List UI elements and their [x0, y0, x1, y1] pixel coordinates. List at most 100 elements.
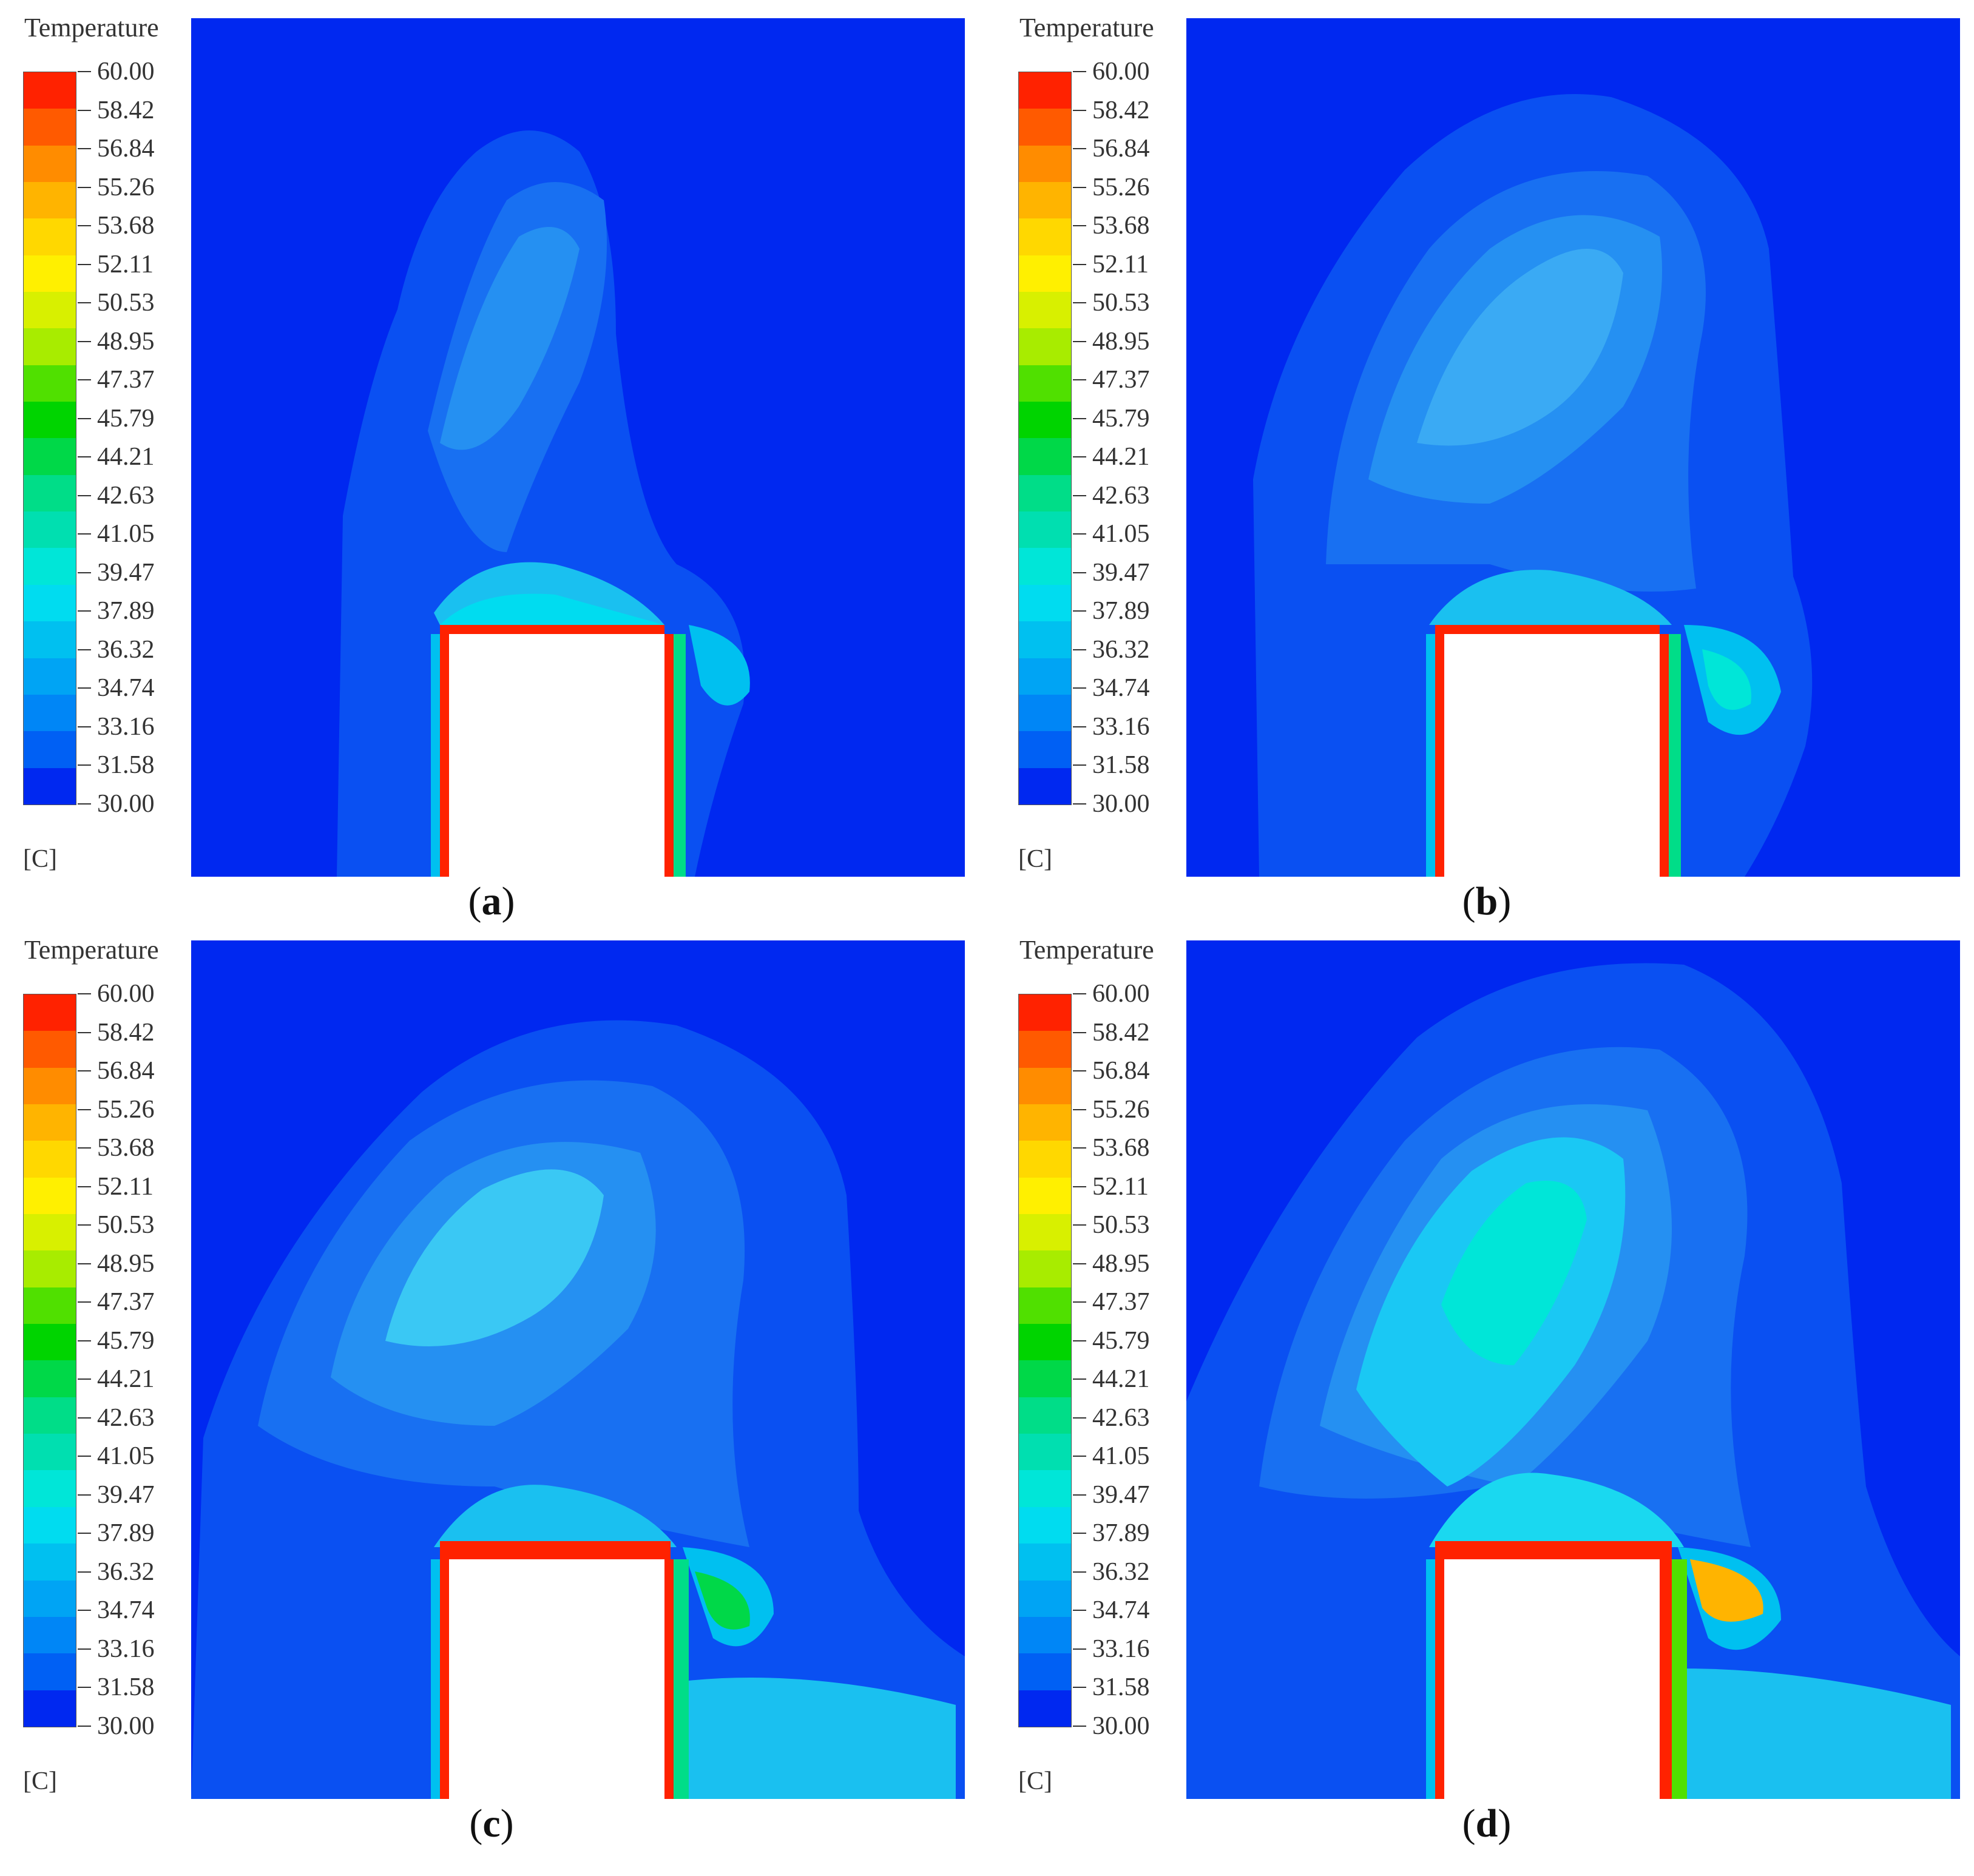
legend-tick	[1073, 726, 1086, 727]
legend-color-segment	[1019, 1214, 1071, 1251]
legend-color-segment	[24, 1544, 76, 1581]
legend-tick-label: 39.47	[97, 1480, 155, 1509]
legend-tick	[1073, 225, 1086, 227]
legend-tick	[78, 1263, 91, 1264]
legend-color-segment	[1019, 548, 1071, 585]
legend-tick-label: 31.58	[1092, 1673, 1150, 1702]
legend-tick-label: 36.32	[97, 1557, 155, 1586]
legend-unit: [C]	[23, 1767, 57, 1795]
legend-tick	[1073, 456, 1086, 458]
legend-tick	[1073, 687, 1086, 689]
legend-color-segment	[24, 694, 76, 732]
legend-tick	[1073, 417, 1086, 419]
legend-tick	[78, 186, 91, 188]
legend-tick	[78, 1456, 91, 1457]
legend-title: Temperature	[24, 13, 159, 42]
legend-color-segment	[24, 621, 76, 658]
legend-tick-label: 39.47	[1092, 1480, 1150, 1509]
legend-tick-label: 44.21	[97, 443, 155, 471]
legend-color-segment	[1019, 1507, 1071, 1544]
legend-tick-label: 47.37	[1092, 366, 1150, 394]
legend-tick	[1073, 1610, 1086, 1611]
legend-tick-label: 41.05	[1092, 1442, 1150, 1471]
legend-tick-label: 42.63	[1092, 1403, 1150, 1432]
legend-color-segment	[1019, 109, 1071, 146]
legend-color-segment	[24, 1250, 76, 1287]
legend-tick-label: 58.42	[1092, 1018, 1150, 1047]
panel-caption: (a)	[468, 879, 515, 923]
temperature-contour-plot	[191, 940, 965, 1799]
legend-color-segment	[24, 1067, 76, 1105]
legend-color-segment	[24, 731, 76, 768]
legend-color-segment	[1019, 731, 1071, 768]
legend-unit: [C]	[1018, 845, 1052, 873]
legend-tick	[1073, 803, 1086, 805]
legend-tick-label: 30.00	[97, 1712, 155, 1740]
legend-tick	[1073, 1687, 1086, 1689]
temperature-contour-plot	[1186, 18, 1960, 877]
legend-tick	[1073, 610, 1086, 612]
legend-color-segment	[24, 584, 76, 622]
legend-tick-label: 52.11	[97, 1172, 154, 1201]
legend-color-segment	[24, 1690, 76, 1727]
legend-tick	[78, 494, 91, 496]
legend-tick-label: 34.74	[1092, 1596, 1150, 1625]
legend-tick	[1073, 1456, 1086, 1457]
legend-title: Temperature	[1019, 935, 1154, 965]
legend-tick-label: 53.68	[97, 1134, 155, 1162]
panel-caption: (c)	[469, 1801, 514, 1846]
legend-tick	[1073, 340, 1086, 342]
legend-tick	[78, 302, 91, 304]
legend-color-segment	[1019, 1653, 1071, 1690]
legend-color-segment	[24, 474, 76, 512]
legend-tick-label: 37.89	[97, 1519, 155, 1548]
legend-tick-label: 42.63	[1092, 481, 1150, 510]
legend-tick	[78, 687, 91, 689]
legend-color-segment	[24, 109, 76, 146]
legend-tick-label: 47.37	[97, 366, 155, 394]
legend-tick	[78, 572, 91, 573]
legend-tick-label: 47.37	[1092, 1288, 1150, 1317]
legend-tick	[78, 1070, 91, 1072]
legend-tick-label: 39.47	[97, 558, 155, 587]
legend-color-segment	[24, 658, 76, 695]
legend-tick-label: 31.58	[1092, 751, 1150, 780]
legend-tick	[1073, 71, 1086, 72]
legend-color-segment	[1019, 621, 1071, 658]
legend-color-segment	[24, 1653, 76, 1690]
legend-tick-label: 47.37	[97, 1288, 155, 1317]
legend-tick	[78, 1108, 91, 1110]
legend-tick-label: 48.95	[1092, 327, 1150, 356]
legend-tick-label: 39.47	[1092, 558, 1150, 587]
legend-color-segment	[24, 72, 76, 109]
color-legend-bar	[1018, 72, 1072, 805]
legend-color-segment	[1019, 1616, 1071, 1654]
legend-color-segment	[1019, 1141, 1071, 1178]
temperature-contour-plot	[191, 18, 965, 877]
legend-color-segment	[24, 1324, 76, 1361]
legend-color-segment	[1019, 694, 1071, 732]
legend-tick	[78, 1687, 91, 1689]
legend-tick-label: 30.00	[1092, 790, 1150, 818]
legend-color-segment	[24, 328, 76, 365]
legend-tick-label: 45.79	[97, 1326, 155, 1355]
legend-color-segment	[1019, 658, 1071, 695]
legend-color-segment	[24, 1397, 76, 1434]
legend-tick	[78, 610, 91, 612]
legend-tick	[1073, 1186, 1086, 1187]
legend-tick	[1073, 1108, 1086, 1110]
legend-color-segment	[24, 438, 76, 475]
legend-color-segment	[24, 1580, 76, 1617]
legend-tick	[1073, 379, 1086, 381]
legend-color-segment	[24, 1470, 76, 1507]
legend-tick-label: 44.21	[1092, 1365, 1150, 1394]
legend-color-segment	[1019, 438, 1071, 475]
legend-tick-label: 34.74	[97, 674, 155, 703]
legend-tick	[1073, 1340, 1086, 1341]
legend-tick	[78, 225, 91, 227]
legend-tick-label: 45.79	[1092, 1326, 1150, 1355]
legend-tick-label: 60.00	[1092, 980, 1150, 1008]
legend-tick-label: 33.16	[97, 1635, 155, 1663]
legend-tick	[1073, 186, 1086, 188]
legend-color-segment	[24, 1141, 76, 1178]
